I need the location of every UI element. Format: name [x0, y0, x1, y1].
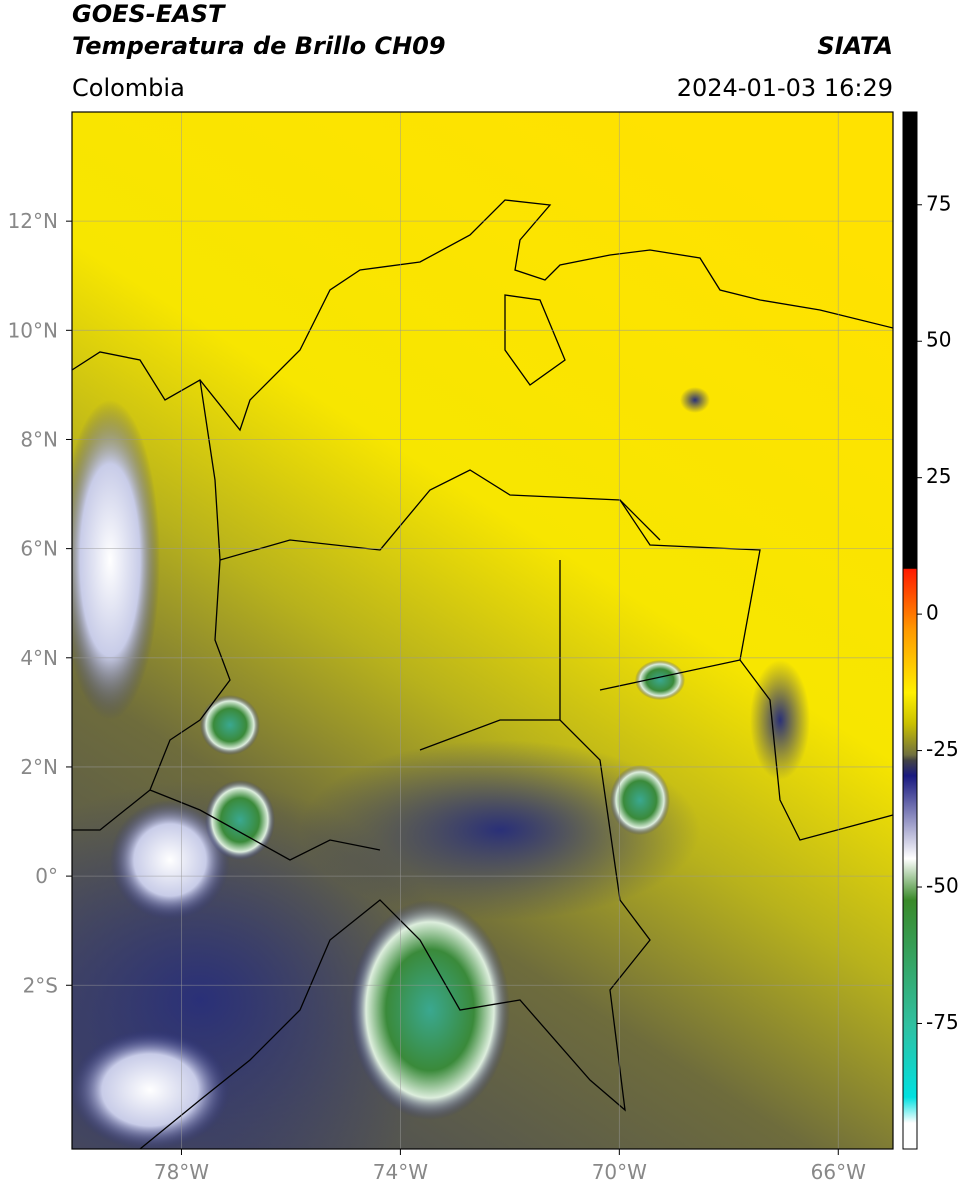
satellite-image — [72, 112, 893, 1149]
lon-label: 66°W — [811, 1160, 866, 1184]
colorbar-label: -75 — [926, 1010, 959, 1034]
title: GOES-EAST — [72, 0, 226, 28]
colorbar-label: -50 — [926, 874, 959, 898]
lat-label: 8°N — [20, 427, 58, 451]
colorbar-label: 50 — [926, 328, 951, 352]
source: SIATA — [817, 32, 893, 60]
lat-label: 10°N — [8, 318, 58, 342]
colorbar-label: -25 — [926, 737, 959, 761]
lat-label: 2°N — [20, 755, 58, 779]
lat-label: 4°N — [20, 646, 58, 670]
colorbar-label: 25 — [926, 464, 951, 488]
colorbar-label: 0 — [926, 601, 939, 625]
lat-label: 6°N — [20, 537, 58, 561]
map-frame — [71, 111, 894, 1150]
lat-label: 12°N — [8, 209, 58, 233]
subtitle: Temperatura de Brillo CH09 — [72, 32, 446, 60]
lat-label: 2°S — [23, 973, 58, 997]
lon-label: 70°W — [592, 1160, 647, 1184]
lon-label: 74°W — [373, 1160, 428, 1184]
colorbar-label: 75 — [926, 191, 951, 215]
lon-label: 78°W — [154, 1160, 209, 1184]
datetime: 2024-01-03 16:29 — [677, 74, 893, 102]
region: Colombia — [72, 74, 185, 102]
colorbar — [902, 111, 918, 1150]
lat-label: 0° — [35, 864, 58, 888]
